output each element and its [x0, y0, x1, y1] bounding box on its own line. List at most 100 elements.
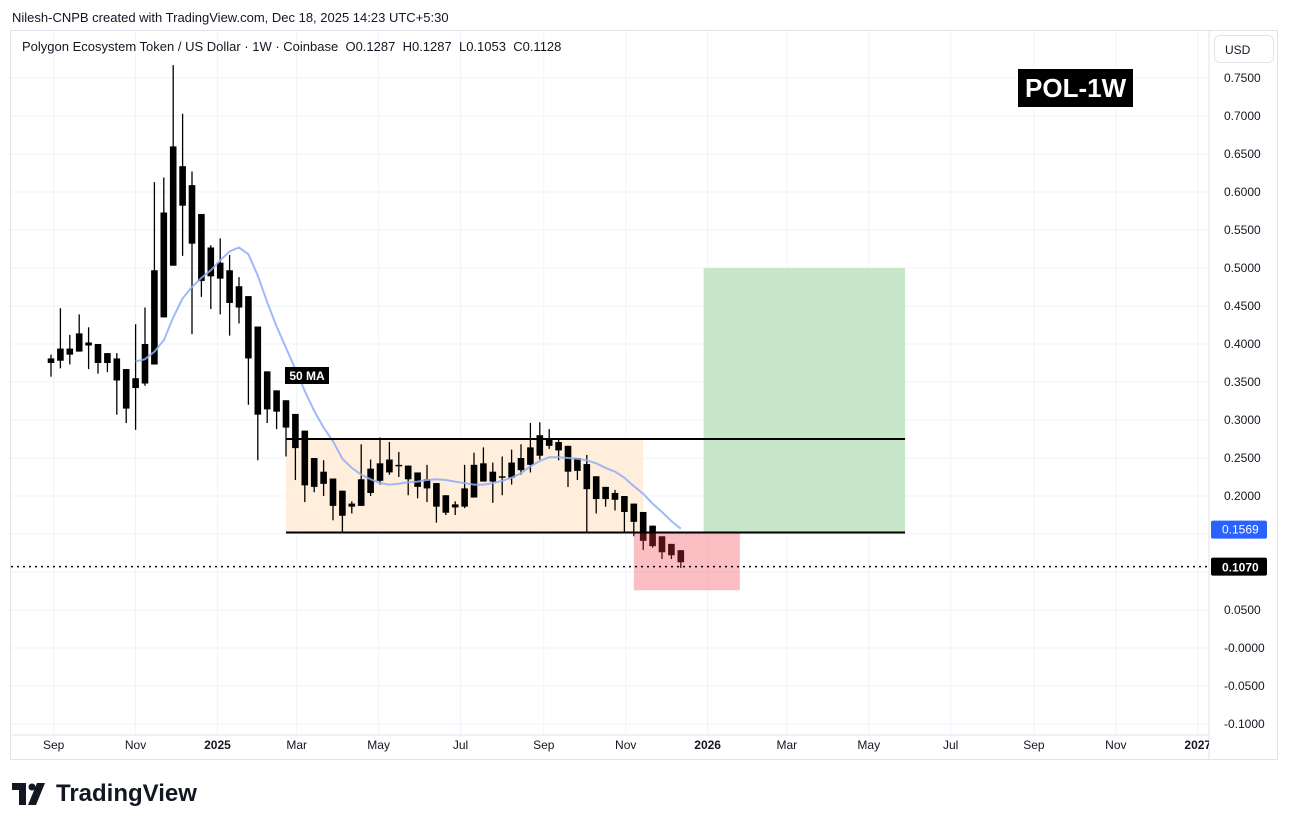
candle-body	[592, 476, 600, 500]
candle-body	[310, 458, 318, 487]
tradingview-logo[interactable]: TradingView	[12, 780, 197, 808]
time-tick-label: 2026	[694, 738, 721, 752]
candle-body	[536, 435, 544, 456]
time-tick-label: Jul	[453, 738, 468, 752]
candle-body	[245, 296, 252, 359]
candle-body	[649, 525, 656, 547]
time-tick-label: Sep	[533, 738, 555, 752]
chart-credit: Nilesh-CNPB created with TradingView.com…	[12, 10, 449, 25]
candle-body	[498, 476, 506, 478]
candle-body	[357, 479, 365, 506]
candle-body	[179, 166, 186, 206]
time-tick-label: Nov	[615, 738, 636, 752]
candle-body	[263, 371, 271, 410]
grid	[11, 31, 1210, 759]
candle-body	[668, 543, 675, 556]
ma-price-badge	[1211, 520, 1267, 539]
time-tick-label: May	[857, 738, 880, 752]
price-tick-label: 0.2500	[1224, 451, 1261, 465]
ohlc-low: L0.1053	[458, 39, 506, 54]
candle-body	[404, 465, 412, 480]
ma-line	[135, 246, 682, 530]
candle-body	[188, 185, 196, 244]
tradingview-logo-icon	[12, 783, 45, 805]
price-tick-label: 0.3000	[1224, 413, 1261, 427]
candle-body	[94, 344, 102, 363]
time-tick-label: Mar	[777, 738, 798, 752]
time-axis[interactable]: Sep Nov 2025 Mar May Jul Sep Nov 2026 Mar May Jul Se…	[43, 738, 1211, 752]
price-tick-label: 0.4500	[1224, 299, 1261, 313]
price-tick-label: -0.0000	[1224, 641, 1265, 655]
candle-body	[75, 333, 83, 352]
candle-body	[66, 348, 74, 355]
ohlc-close: C0.1128	[513, 39, 562, 54]
candle-body	[254, 326, 262, 415]
stop-zone	[633, 532, 740, 591]
candle-body	[113, 358, 121, 381]
candle-body	[677, 550, 685, 563]
last-price-label: 0.1070	[1222, 561, 1259, 575]
candle-body	[489, 471, 497, 482]
candle-body	[216, 262, 224, 279]
candle-body	[367, 468, 374, 493]
candles	[47, 65, 685, 568]
currency-button[interactable]: USD	[1214, 35, 1274, 63]
candle-body	[151, 270, 158, 365]
symbol-legend: Polygon Ecosystem Token / US Dollar · 1W…	[22, 39, 561, 54]
time-tick-label: 2025	[204, 738, 231, 752]
candle-body	[621, 496, 628, 512]
candle-body	[386, 459, 393, 473]
price-tick-label: 0.5000	[1224, 261, 1261, 275]
brand-name: TradingView	[56, 780, 197, 807]
candle-body	[301, 430, 309, 486]
candle-body	[207, 247, 215, 277]
candle-body	[414, 472, 421, 487]
candle-body	[320, 471, 327, 484]
time-tick-label: Mar	[286, 738, 307, 752]
ohlc-open: O0.1287	[345, 39, 396, 54]
candle-body	[574, 458, 581, 471]
price-tick-label: -0.0500	[1224, 679, 1265, 693]
time-tick-label: Nov	[1105, 738, 1126, 752]
ma-label-text: 50 MA	[289, 369, 325, 383]
ma-label-bg	[285, 367, 329, 384]
price-tick-label: 0.4000	[1224, 337, 1261, 351]
candle-body	[423, 479, 431, 489]
candle-body	[433, 483, 440, 507]
candle-body	[480, 463, 487, 482]
candle-body	[630, 503, 638, 522]
candle-body	[160, 212, 168, 318]
candle-body	[517, 458, 525, 471]
candle-body	[602, 486, 609, 500]
price-tick-label: 0.2000	[1224, 489, 1261, 503]
candle-body	[273, 390, 280, 412]
candle-body	[329, 478, 337, 506]
chart-frame	[10, 30, 1278, 760]
ohlc-high: H0.1287	[402, 39, 452, 54]
candle-body	[470, 464, 478, 498]
price-tick-label: -0.1000	[1224, 717, 1265, 731]
candle-body	[198, 214, 205, 281]
candle-body	[442, 495, 450, 513]
candle-body	[658, 536, 666, 553]
price-axis[interactable]: 0.7500 0.7000 0.6500 0.6000 0.5500 0.5000 0.45…	[1211, 71, 1267, 731]
candle-body	[583, 464, 591, 490]
time-tick-label: Sep	[1023, 738, 1045, 752]
candle-body	[141, 344, 149, 384]
last-price-badge	[1211, 557, 1267, 576]
ma-price-label: 0.1569	[1222, 523, 1259, 537]
price-tick-label: 0.7000	[1224, 109, 1261, 123]
candle-body	[169, 146, 177, 266]
price-tick-label: 0.3500	[1224, 375, 1261, 389]
time-tick-label: Nov	[125, 738, 146, 752]
time-tick-label: Sep	[43, 738, 65, 752]
candle-body	[85, 342, 92, 346]
candle-body	[122, 369, 130, 409]
ma-label: 50 MA	[285, 367, 329, 384]
candle-body	[57, 348, 64, 361]
candle-body	[226, 270, 233, 303]
candle-body	[132, 378, 139, 389]
candle-body	[47, 358, 55, 363]
price-tick-label: 0.6500	[1224, 147, 1261, 161]
